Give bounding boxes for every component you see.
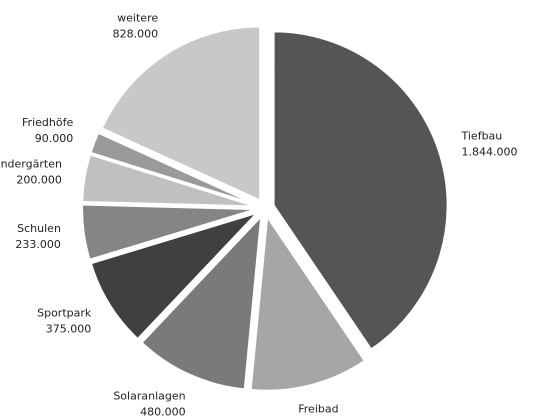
pie-slice [272, 30, 449, 351]
slice-label: Solaranlagen [113, 390, 185, 403]
slice-value-label: 828.000 [113, 27, 159, 40]
slice-value-label: 480.000 [140, 406, 186, 418]
pie-slice [140, 213, 263, 391]
slice-value-label: 90.000 [35, 132, 74, 145]
slice-label: Schulen [17, 222, 61, 235]
slice-label: Freibad [298, 402, 338, 415]
slice-label: Friedhöfe [22, 116, 73, 129]
slice-value-label: 233.000 [15, 238, 61, 251]
slice-label: Kindergärten [0, 158, 62, 171]
slice-label: Tiefbau [461, 130, 503, 143]
pie-slice [89, 131, 258, 206]
slice-label: Sportpark [37, 307, 92, 320]
slice-label: weitere [117, 11, 158, 24]
slice-value-label: 375.000 [46, 323, 92, 336]
slice-value-label: 200.000 [16, 174, 62, 187]
slice-value-label: 1.844.000 [462, 146, 518, 159]
pie-slice [89, 210, 261, 341]
pie-slice [100, 25, 262, 202]
pie-slice [81, 153, 257, 208]
pie-slice [81, 203, 257, 262]
pie-slice [249, 213, 367, 392]
